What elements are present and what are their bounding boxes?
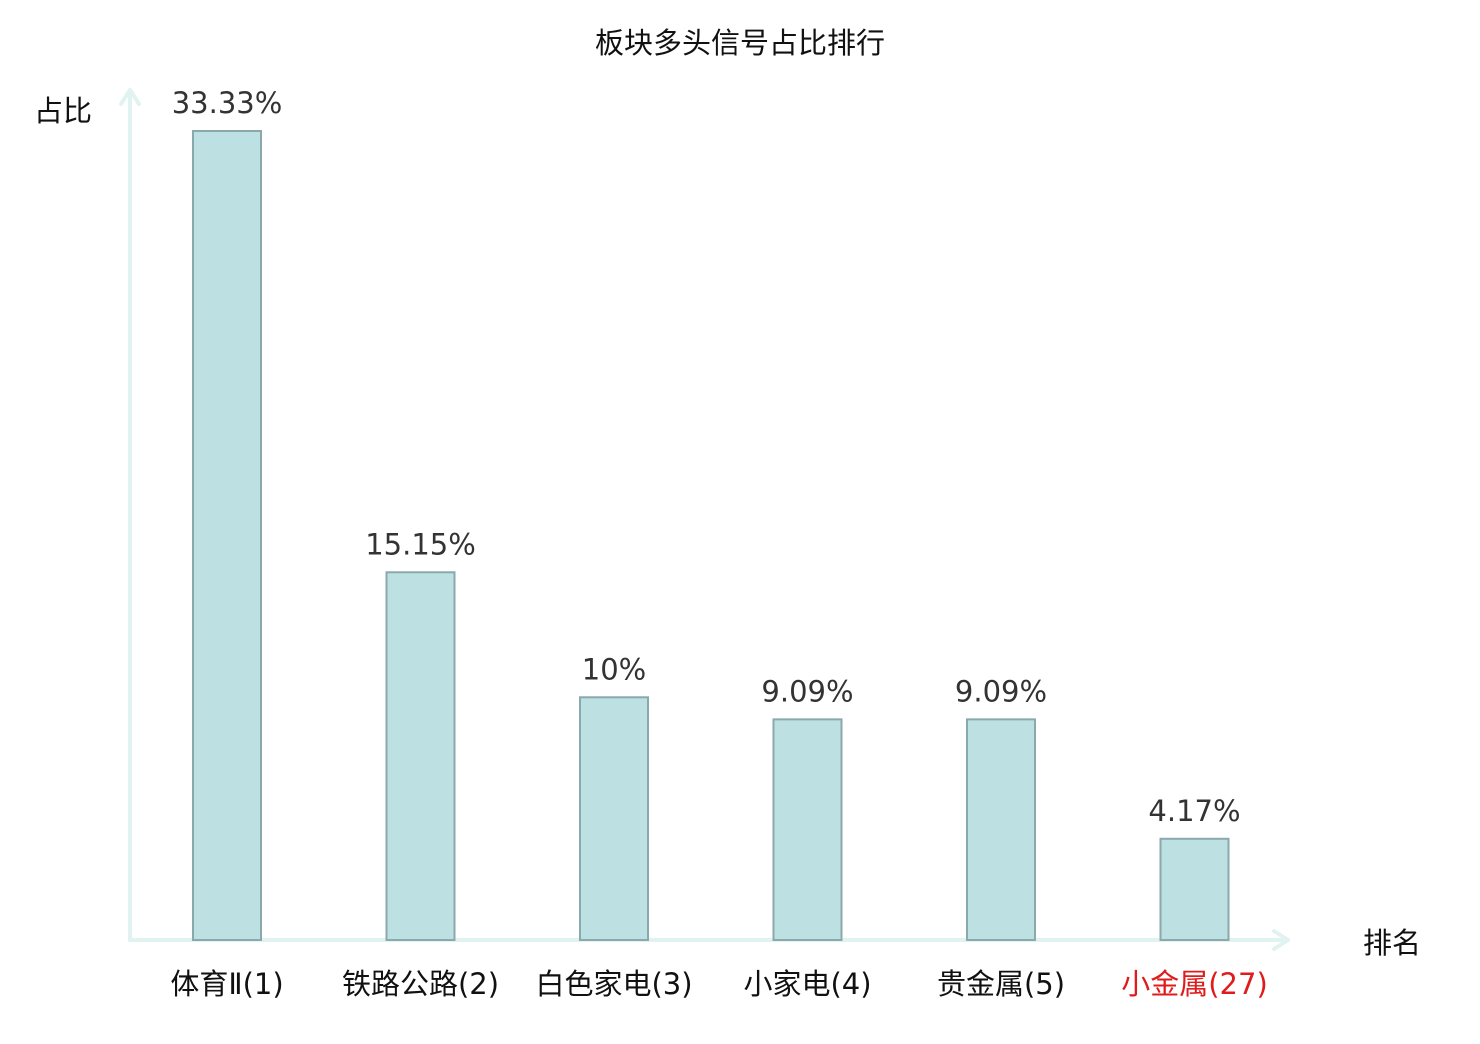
bar <box>579 696 649 942</box>
y-axis-label: 占比 <box>34 94 92 128</box>
category-tick-label: 铁路公路(2) <box>342 967 499 1001</box>
bar-value-label: 33.33% <box>172 86 283 120</box>
bar <box>772 718 843 942</box>
category-tick-label: 小金属(27) <box>1121 967 1268 1001</box>
x-axis-line <box>128 929 1290 951</box>
bars-group <box>192 130 1230 942</box>
bar-value-label: 9.09% <box>955 674 1047 708</box>
category-tick-label: 小家电(4) <box>743 967 871 1001</box>
bar <box>966 718 1036 942</box>
axes <box>119 88 1290 951</box>
y-axis-line <box>119 88 141 942</box>
value-labels-group: 33.33% 15.15% 10% 9.09% 9.09% 4.17% <box>172 86 1241 828</box>
bar-value-label: 10% <box>582 652 646 686</box>
category-tick-label: 白色家电(3) <box>535 967 692 1001</box>
category-labels-group: 体育Ⅱ(1) 铁路公路(2) 白色家电(3) 小家电(4) 贵金属(5) 小金属(27) <box>170 967 1267 1001</box>
chart-title: 板块多头信号占比排行 <box>595 26 885 60</box>
bar-value-label: 4.17% <box>1148 794 1240 828</box>
bar <box>385 571 456 941</box>
bar-value-label: 9.09% <box>761 674 853 708</box>
category-tick-label: 体育Ⅱ(1) <box>170 967 283 1001</box>
x-axis-label: 排名 <box>1363 926 1421 960</box>
category-tick-label: 贵金属(5) <box>937 967 1065 1001</box>
bar <box>1159 837 1230 942</box>
bar-value-label: 15.15% <box>365 527 476 561</box>
bar <box>192 130 262 941</box>
